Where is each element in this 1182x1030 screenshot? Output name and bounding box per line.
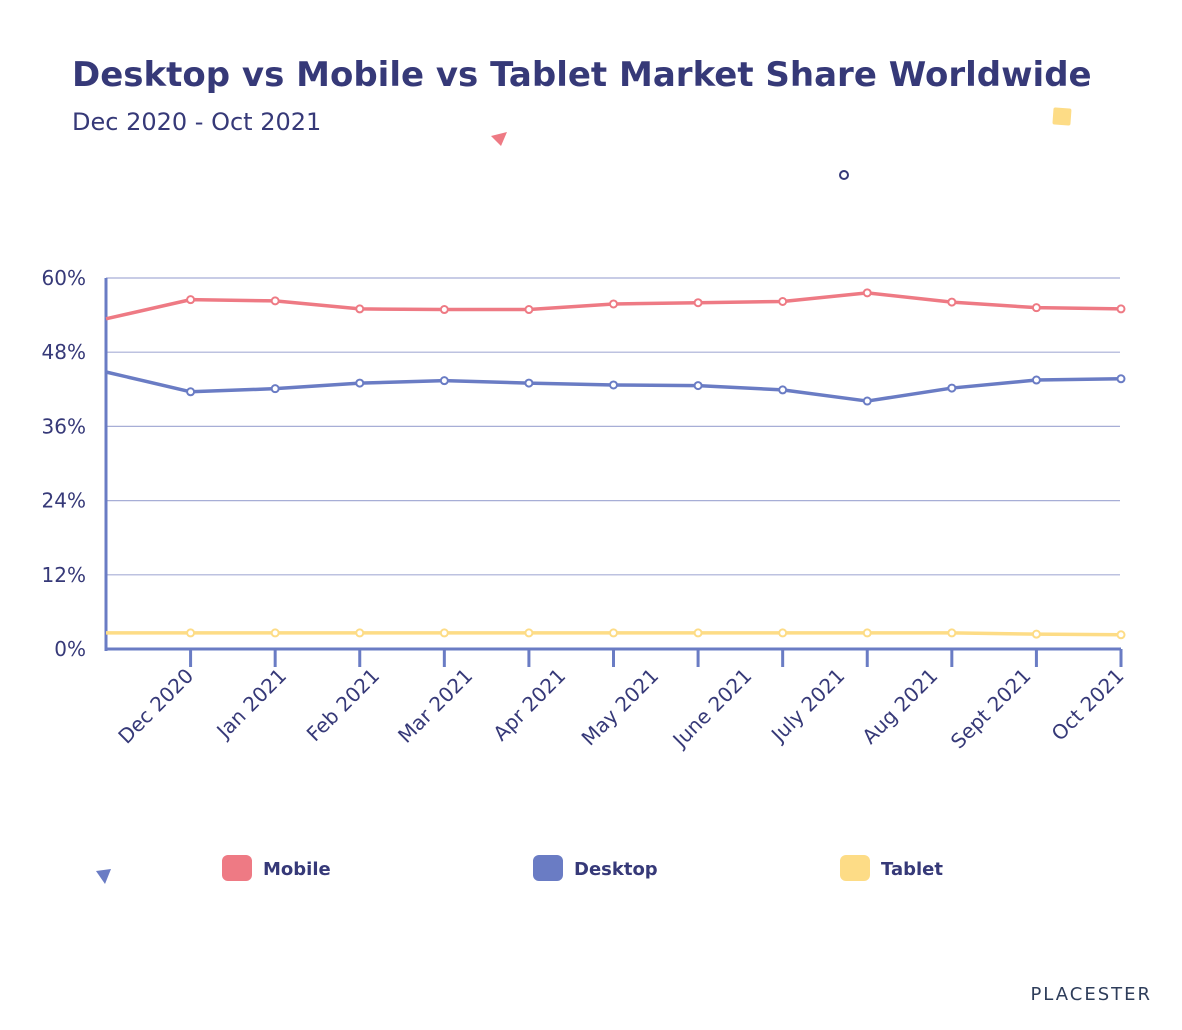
x-tick-label: Apr 2021 <box>488 664 570 746</box>
decoration <box>96 869 111 884</box>
legend-label: Desktop <box>574 859 658 880</box>
x-tick-label: July 2021 <box>765 664 849 748</box>
y-tick-label: 0% <box>54 637 86 661</box>
x-tick-label: Aug 2021 <box>857 664 942 749</box>
point <box>355 304 365 314</box>
legend-label: Tablet <box>881 859 943 880</box>
point <box>1116 304 1126 314</box>
point <box>270 628 280 638</box>
point <box>862 396 872 406</box>
point <box>1031 303 1041 313</box>
point <box>524 628 534 638</box>
point <box>778 385 788 395</box>
legend-swatch <box>840 855 870 881</box>
point <box>693 381 703 391</box>
point <box>1116 630 1126 640</box>
brand: PLACESTER <box>1030 984 1152 1005</box>
point <box>778 628 788 638</box>
point <box>1031 629 1041 639</box>
point <box>524 378 534 388</box>
x-tick-label: Mar 2021 <box>393 664 477 748</box>
point <box>1116 374 1126 384</box>
point <box>439 305 449 315</box>
y-tick-label: 36% <box>42 414 86 438</box>
x-tick-label: June 2021 <box>667 664 757 754</box>
point <box>186 628 196 638</box>
y-tick-label: 60% <box>42 266 86 290</box>
point <box>947 297 957 307</box>
point <box>270 384 280 394</box>
x-tick-label: Jan 2021 <box>210 664 291 745</box>
x-tick-label: Sept 2021 <box>946 664 1036 754</box>
x-tick-label: Oct 2021 <box>1047 664 1129 746</box>
decoration <box>839 170 849 180</box>
legend-swatch <box>533 855 563 881</box>
x-tick-label: Dec 2020 <box>113 664 198 749</box>
legend-label: Mobile <box>263 859 331 880</box>
point <box>947 628 957 638</box>
point <box>609 299 618 309</box>
chart-subtitle: Dec 2020 - Oct 2021 <box>72 108 321 136</box>
point <box>439 628 449 638</box>
point <box>524 305 534 315</box>
y-tick-label: 12% <box>42 563 86 587</box>
decoration <box>491 132 507 146</box>
point <box>270 296 280 306</box>
decoration <box>1052 107 1072 126</box>
point <box>186 295 196 305</box>
point <box>609 628 618 638</box>
point <box>355 628 365 638</box>
point <box>355 378 365 388</box>
chart-title: Desktop vs Mobile vs Tablet Market Share… <box>72 55 1092 95</box>
legend-swatch <box>222 855 252 881</box>
point <box>778 296 788 306</box>
point <box>862 628 872 638</box>
point <box>439 376 449 386</box>
y-tick-label: 48% <box>42 340 86 364</box>
point <box>609 380 618 390</box>
point <box>862 288 872 298</box>
point <box>186 387 196 397</box>
point <box>693 628 703 638</box>
point <box>1031 375 1041 385</box>
point <box>693 298 703 308</box>
x-tick-label: May 2021 <box>577 664 664 751</box>
x-tick-label: Feb 2021 <box>302 664 384 746</box>
point <box>947 383 957 393</box>
y-tick-label: 24% <box>42 489 86 513</box>
